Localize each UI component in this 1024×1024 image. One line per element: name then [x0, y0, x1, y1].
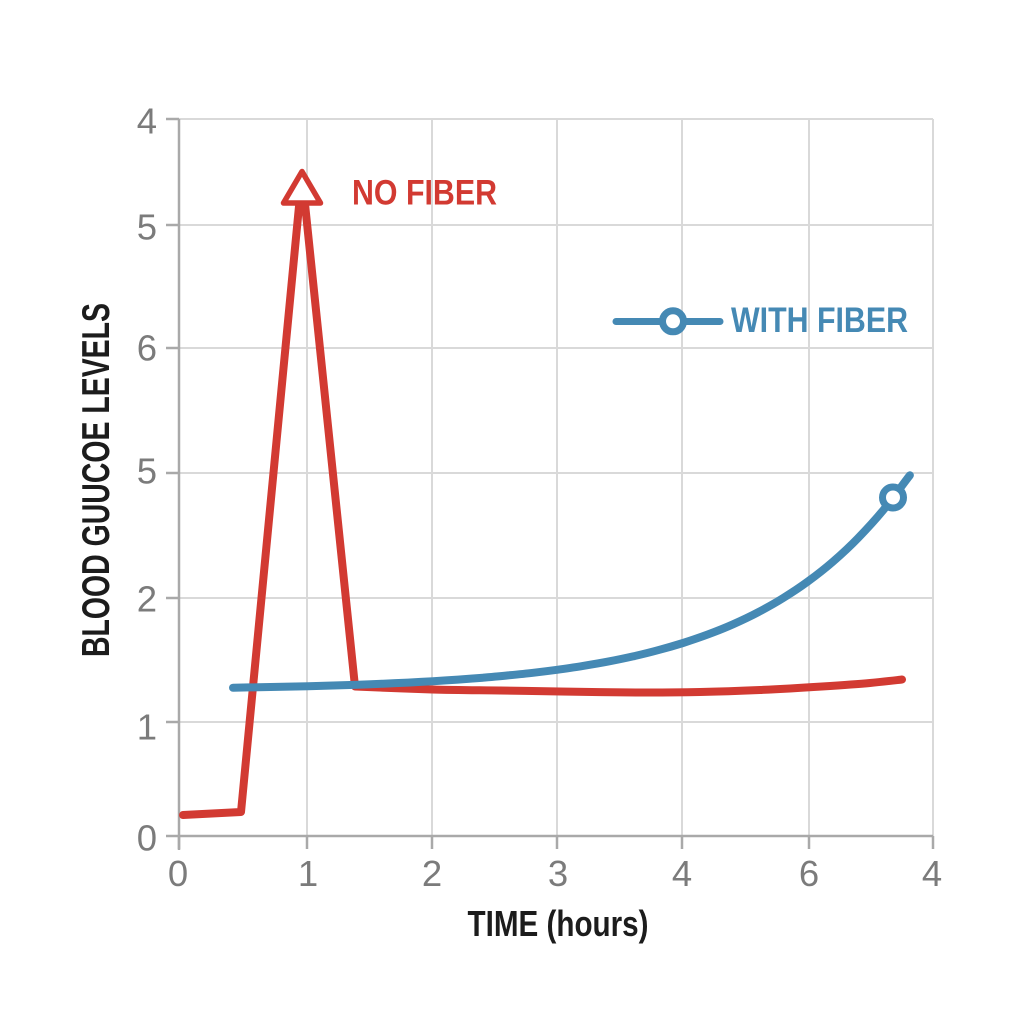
svg-text:5: 5: [137, 207, 157, 248]
svg-text:6: 6: [799, 853, 819, 894]
svg-text:1: 1: [137, 707, 157, 748]
svg-text:6: 6: [137, 328, 157, 369]
svg-text:TIME (hours): TIME (hours): [468, 903, 649, 944]
svg-text:4: 4: [672, 853, 692, 894]
svg-text:0: 0: [137, 818, 157, 859]
svg-text:BLOOD GUUCOE LEVELS: BLOOD GUUCOE LEVELS: [75, 303, 118, 657]
svg-text:2: 2: [422, 853, 442, 894]
svg-text:5: 5: [137, 451, 157, 492]
svg-text:0: 0: [168, 853, 188, 894]
svg-text:NO FIBER: NO FIBER: [352, 174, 497, 213]
svg-text:1: 1: [298, 853, 318, 894]
svg-text:4: 4: [922, 853, 942, 894]
svg-text:4: 4: [137, 101, 157, 142]
svg-text:WITH FIBER: WITH FIBER: [731, 301, 908, 340]
svg-text:3: 3: [548, 853, 568, 894]
svg-text:2: 2: [137, 579, 157, 620]
